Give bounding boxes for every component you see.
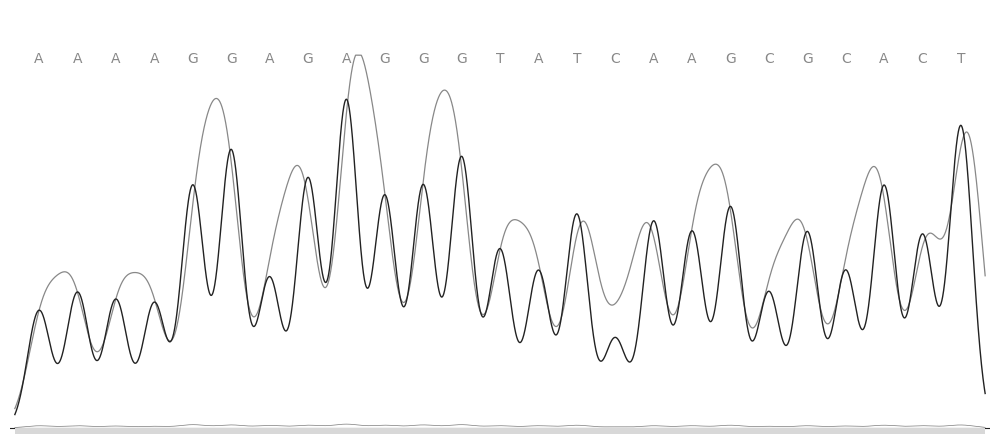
Text: T: T xyxy=(957,52,965,66)
Text: A: A xyxy=(687,52,697,66)
Text: A: A xyxy=(150,52,159,66)
Text: C: C xyxy=(918,52,927,66)
Text: G: G xyxy=(226,52,237,66)
Text: A: A xyxy=(649,52,658,66)
Text: G: G xyxy=(725,52,736,66)
Text: A: A xyxy=(265,52,274,66)
Text: G: G xyxy=(802,52,813,66)
Text: T: T xyxy=(573,52,581,66)
Text: G: G xyxy=(456,52,467,66)
Text: C: C xyxy=(610,52,620,66)
Text: G: G xyxy=(418,52,429,66)
Text: A: A xyxy=(111,52,121,66)
Text: A: A xyxy=(534,52,543,66)
Text: G: G xyxy=(379,52,390,66)
Text: A: A xyxy=(342,52,351,66)
Text: T: T xyxy=(496,52,504,66)
Text: A: A xyxy=(34,52,44,66)
Text: A: A xyxy=(73,52,82,66)
Bar xyxy=(15,428,985,434)
Text: G: G xyxy=(303,52,313,66)
Text: C: C xyxy=(764,52,774,66)
Text: A: A xyxy=(879,52,889,66)
Text: C: C xyxy=(841,52,851,66)
Text: G: G xyxy=(187,52,198,66)
